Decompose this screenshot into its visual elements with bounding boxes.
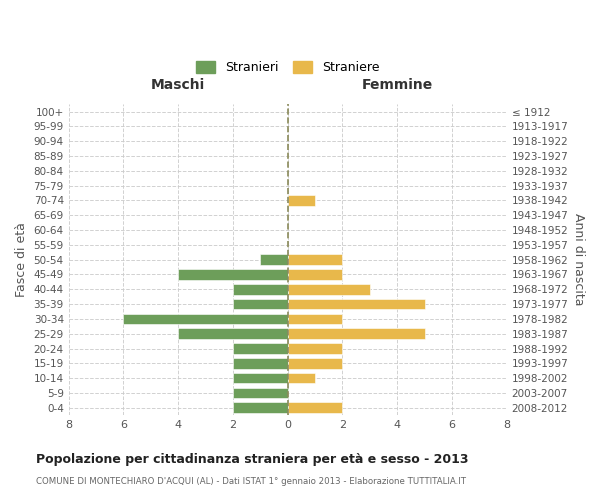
Text: Maschi: Maschi [151, 78, 205, 92]
Bar [178, 328, 287, 339]
Bar [287, 299, 425, 310]
Bar [287, 284, 370, 294]
Text: Femmine: Femmine [362, 78, 433, 92]
Y-axis label: Fasce di età: Fasce di età [15, 222, 28, 297]
Bar [233, 402, 287, 413]
Bar [233, 284, 287, 294]
Bar [233, 343, 287, 354]
Y-axis label: Anni di nascita: Anni di nascita [572, 214, 585, 306]
Bar [178, 269, 287, 280]
Bar [287, 269, 343, 280]
Bar [287, 328, 425, 339]
Bar [287, 343, 343, 354]
Bar [287, 358, 343, 368]
Bar [233, 299, 287, 310]
Legend: Stranieri, Straniere: Stranieri, Straniere [192, 58, 383, 78]
Bar [287, 195, 315, 206]
Bar [233, 373, 287, 384]
Bar [287, 254, 343, 265]
Bar [260, 254, 287, 265]
Text: Popolazione per cittadinanza straniera per età e sesso - 2013: Popolazione per cittadinanza straniera p… [36, 452, 469, 466]
Bar [233, 388, 287, 398]
Bar [287, 373, 315, 384]
Bar [287, 314, 343, 324]
Bar [233, 358, 287, 368]
Bar [287, 402, 343, 413]
Bar [124, 314, 287, 324]
Text: COMUNE DI MONTECHIARO D'ACQUI (AL) - Dati ISTAT 1° gennaio 2013 - Elaborazione T: COMUNE DI MONTECHIARO D'ACQUI (AL) - Dat… [36, 478, 466, 486]
